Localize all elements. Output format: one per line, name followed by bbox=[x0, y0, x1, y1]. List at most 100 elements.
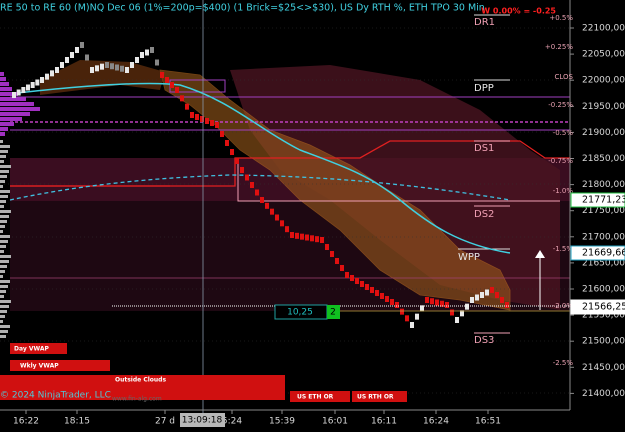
brick bbox=[230, 149, 234, 155]
price-label: 21700,00 bbox=[582, 232, 625, 242]
button-label[interactable]: US ETH OR bbox=[297, 394, 334, 401]
brick bbox=[250, 182, 254, 188]
level-line bbox=[237, 158, 560, 202]
brick bbox=[390, 299, 394, 305]
brick bbox=[85, 54, 89, 61]
time-label: 18:15 bbox=[64, 417, 90, 427]
percent-label: -1.0% bbox=[553, 187, 574, 195]
button-label[interactable]: US RTH OR bbox=[357, 394, 394, 401]
brick bbox=[415, 313, 419, 320]
brick bbox=[310, 235, 314, 242]
button-label[interactable]: Day VWAP bbox=[14, 346, 49, 353]
profile-bar bbox=[0, 205, 4, 208]
cursor-time: 13:09:18 bbox=[182, 416, 223, 426]
button[interactable] bbox=[10, 360, 110, 371]
time-label: 15:39 bbox=[269, 417, 295, 427]
chart-title: RE 50 to RE 60 (M)NQ Dec 06 (1%=200p=$40… bbox=[0, 3, 485, 14]
brick bbox=[190, 112, 194, 118]
brick bbox=[30, 82, 35, 88]
brick bbox=[210, 120, 214, 126]
brick bbox=[235, 158, 239, 164]
brick bbox=[130, 62, 134, 68]
renko-bricks bbox=[12, 42, 509, 328]
brick bbox=[285, 226, 289, 233]
brick bbox=[440, 300, 444, 307]
profile-bar bbox=[0, 310, 7, 313]
profile-bar bbox=[0, 215, 9, 218]
brick bbox=[220, 131, 224, 137]
profile-bar bbox=[0, 245, 6, 248]
profile-bar bbox=[0, 200, 6, 203]
profile-bar bbox=[0, 155, 6, 158]
price-label: 21850,00 bbox=[582, 154, 625, 164]
price-marker bbox=[570, 299, 625, 315]
price-label: 22050,00 bbox=[582, 50, 625, 60]
profile-bar bbox=[0, 255, 11, 258]
brick bbox=[165, 77, 169, 83]
price-marker-label: 21566,25 bbox=[582, 302, 625, 313]
brick bbox=[185, 103, 189, 110]
brick bbox=[40, 77, 44, 83]
profile-bar bbox=[0, 127, 8, 131]
profile-bar bbox=[0, 132, 5, 136]
brick bbox=[400, 308, 404, 315]
brick bbox=[135, 57, 139, 63]
percent-label: -0.25% bbox=[548, 101, 573, 109]
price-label: 21600,00 bbox=[582, 285, 625, 295]
brick bbox=[420, 305, 424, 312]
brick bbox=[295, 232, 299, 239]
day-vwap bbox=[0, 82, 511, 254]
button[interactable] bbox=[0, 375, 285, 400]
brick bbox=[80, 42, 84, 48]
brick bbox=[35, 79, 40, 86]
profile-bar bbox=[0, 175, 7, 178]
brick bbox=[100, 63, 104, 70]
profile-bar bbox=[0, 335, 6, 338]
brick bbox=[120, 65, 124, 72]
profile-bar bbox=[0, 77, 6, 81]
brick bbox=[150, 47, 154, 53]
brick bbox=[105, 62, 109, 68]
brick bbox=[395, 302, 399, 308]
percent-label: +0.25% bbox=[545, 43, 573, 51]
brick bbox=[455, 317, 459, 323]
button-label[interactable]: Outside Clouds bbox=[115, 377, 166, 384]
price-label: 21400,00 bbox=[582, 389, 625, 399]
brick bbox=[360, 281, 364, 287]
brick bbox=[90, 67, 94, 73]
brick bbox=[65, 57, 69, 63]
profile-bar bbox=[0, 112, 30, 116]
brick bbox=[125, 67, 129, 73]
brick bbox=[470, 297, 474, 303]
button-label[interactable]: Wkly VWAP bbox=[20, 363, 59, 370]
button[interactable] bbox=[290, 391, 350, 402]
profile-bar bbox=[0, 97, 26, 101]
cursor-time-box bbox=[180, 413, 225, 427]
percent-label: -2.0% bbox=[553, 302, 574, 310]
profile-bar bbox=[0, 195, 8, 198]
brick bbox=[75, 47, 79, 53]
price-label: 21450,00 bbox=[582, 363, 625, 373]
watermark: www.fin-alg.com bbox=[112, 396, 162, 403]
price-marker-label: 21669,66 bbox=[582, 248, 625, 259]
time-label: 16:22 bbox=[13, 417, 39, 427]
brick bbox=[180, 95, 184, 102]
brick bbox=[70, 52, 74, 58]
profile-bar bbox=[0, 250, 4, 253]
brick bbox=[280, 220, 284, 227]
brick bbox=[265, 202, 269, 209]
brick bbox=[275, 214, 279, 221]
brick bbox=[370, 287, 374, 293]
inner-cloud bbox=[40, 60, 165, 95]
price-label: 21650,00 bbox=[582, 258, 625, 268]
percent-label: -1.5% bbox=[553, 245, 574, 253]
profile-bar bbox=[0, 305, 9, 308]
button[interactable] bbox=[352, 391, 407, 402]
profile-bar bbox=[0, 165, 11, 168]
price-label: 22100,00 bbox=[582, 24, 625, 34]
profile-bar bbox=[0, 190, 10, 193]
profile-bar bbox=[0, 270, 5, 273]
brick bbox=[140, 52, 144, 58]
button[interactable] bbox=[10, 343, 67, 354]
percent-label: -0.5% bbox=[553, 129, 574, 137]
